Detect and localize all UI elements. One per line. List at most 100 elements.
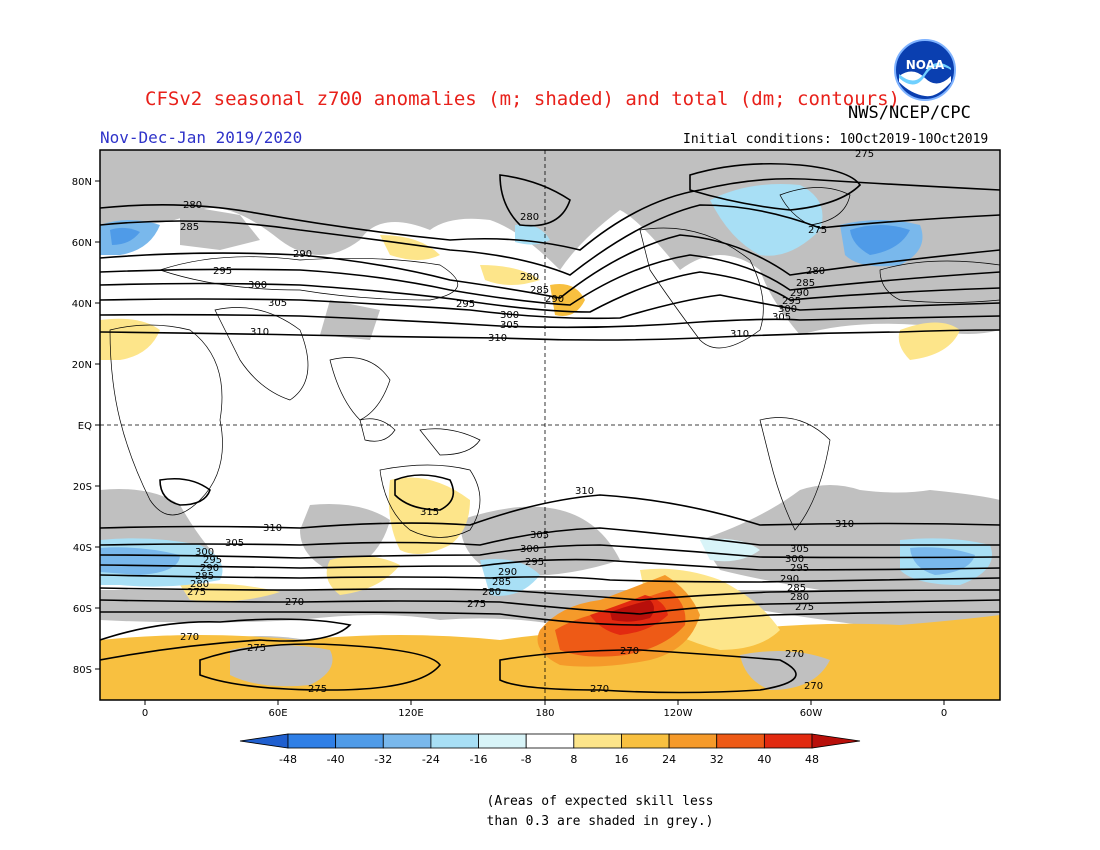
svg-text:80N: 80N (72, 177, 92, 188)
colorbar-label: 16 (614, 753, 628, 766)
svg-text:40S: 40S (73, 543, 92, 554)
svg-text:310: 310 (575, 486, 594, 497)
svg-text:280: 280 (482, 587, 501, 598)
colorbar-label: 32 (710, 753, 724, 766)
map-title: CFSv2 seasonal z700 anomalies (m; shaded… (145, 88, 900, 110)
svg-text:280: 280 (183, 200, 202, 211)
svg-text:285: 285 (530, 285, 549, 296)
svg-text:305: 305 (772, 312, 791, 323)
svg-text:315: 315 (420, 507, 439, 518)
svg-text:80S: 80S (73, 665, 92, 676)
colorbar-swatch (430, 733, 479, 749)
colorbar-swatch (525, 733, 575, 749)
svg-text:305: 305 (790, 544, 809, 555)
svg-text:305: 305 (500, 320, 519, 331)
noaa-logo: NOAA (894, 39, 956, 101)
svg-text:305: 305 (268, 298, 287, 309)
svg-text:295: 295 (790, 563, 809, 574)
svg-text:60W: 60W (800, 708, 823, 719)
svg-text:0: 0 (941, 708, 947, 719)
svg-text:300: 300 (520, 544, 539, 555)
svg-text:40N: 40N (72, 299, 92, 310)
svg-text:280: 280 (520, 212, 539, 223)
svg-text:295: 295 (525, 557, 544, 568)
svg-text:310: 310 (835, 519, 854, 530)
longitude-axis (144, 700, 945, 705)
svg-text:280: 280 (190, 579, 209, 590)
colorbar-swatch (668, 733, 718, 749)
colorbar-label: -8 (521, 753, 532, 766)
svg-text:270: 270 (620, 646, 639, 657)
svg-text:300: 300 (500, 310, 519, 321)
colorbar-swatch (335, 733, 384, 749)
colorbar-arrow-left (239, 733, 289, 749)
svg-text:290: 290 (498, 567, 517, 578)
svg-text:290: 290 (790, 288, 809, 299)
svg-text:300: 300 (785, 554, 804, 565)
skill-note-line-1: (Areas of expected skill less (486, 794, 714, 809)
svg-text:285: 285 (787, 583, 806, 594)
svg-text:120W: 120W (664, 708, 693, 719)
colorbar-arrow-right (811, 733, 861, 749)
svg-text:280: 280 (520, 272, 539, 283)
forecast-period: Nov-Dec-Jan 2019/2020 (100, 128, 303, 147)
latitude-axis (95, 180, 100, 670)
svg-text:275: 275 (467, 599, 486, 610)
svg-text:310: 310 (263, 523, 282, 534)
svg-text:60S: 60S (73, 604, 92, 615)
svg-text:180: 180 (535, 708, 554, 719)
svg-text:20S: 20S (73, 482, 92, 493)
svg-text:290: 290 (780, 574, 799, 585)
svg-text:285: 285 (796, 278, 815, 289)
svg-text:60E: 60E (268, 708, 287, 719)
colorbar-swatch (573, 733, 622, 749)
colorbar-swatch (382, 733, 432, 749)
svg-text:60N: 60N (72, 238, 92, 249)
svg-text:280: 280 (790, 592, 809, 603)
colorbar-label: 8 (570, 753, 577, 766)
svg-text:120E: 120E (398, 708, 423, 719)
colorbar-swatch (621, 733, 670, 749)
svg-text:270: 270 (590, 684, 609, 695)
svg-text:270: 270 (180, 632, 199, 643)
svg-text:300: 300 (195, 547, 214, 558)
svg-text:295: 295 (203, 555, 222, 566)
svg-text:275: 275 (247, 643, 266, 654)
colorbar-label: -24 (422, 753, 440, 766)
colorbar-label: 40 (757, 753, 771, 766)
contour-labels: 280 285 290 295 300 305 310 280 280 285 … (180, 149, 874, 695)
height-contours (100, 162, 1000, 694)
svg-text:270: 270 (285, 597, 304, 608)
svg-text:275: 275 (808, 225, 827, 236)
svg-text:EQ: EQ (78, 421, 92, 432)
colorbar-swatch (716, 733, 765, 749)
skill-note: (Areas of expected skill less than 0.3 a… (470, 792, 730, 832)
skill-note-line-2: than 0.3 are shaded in grey.) (486, 814, 714, 829)
initial-conditions: Initial conditions: 10Oct2019-10Oct2019 (683, 132, 989, 147)
svg-text:290: 290 (293, 249, 312, 260)
svg-text:270: 270 (804, 681, 823, 692)
svg-text:310: 310 (730, 329, 749, 340)
svg-text:285: 285 (180, 222, 199, 233)
colorbar-label: 24 (662, 753, 676, 766)
svg-text:310: 310 (250, 327, 269, 338)
noaa-logo-text: NOAA (906, 58, 945, 72)
svg-text:20N: 20N (72, 360, 92, 371)
svg-text:270: 270 (785, 649, 804, 660)
agency-label: NWS/NCEP/CPC (848, 103, 971, 123)
svg-text:305: 305 (530, 530, 549, 541)
svg-text:300: 300 (778, 304, 797, 315)
positive-anomaly-shading (100, 235, 1000, 700)
colorbar: -48 -40 -32 -24 -16 -8 8 16 24 32 40 48 (239, 733, 861, 766)
svg-text:275: 275 (795, 602, 814, 613)
svg-text:295: 295 (213, 266, 232, 277)
svg-text:275: 275 (855, 149, 874, 160)
svg-text:305: 305 (225, 538, 244, 549)
svg-text:295: 295 (456, 299, 475, 310)
svg-text:310: 310 (488, 333, 507, 344)
svg-text:295: 295 (782, 296, 801, 307)
svg-text:285: 285 (492, 577, 511, 588)
colorbar-swatch (287, 733, 337, 749)
latitude-labels: 80N 60N 40N 20N EQ 20S 40S 60S 80S (72, 177, 92, 676)
